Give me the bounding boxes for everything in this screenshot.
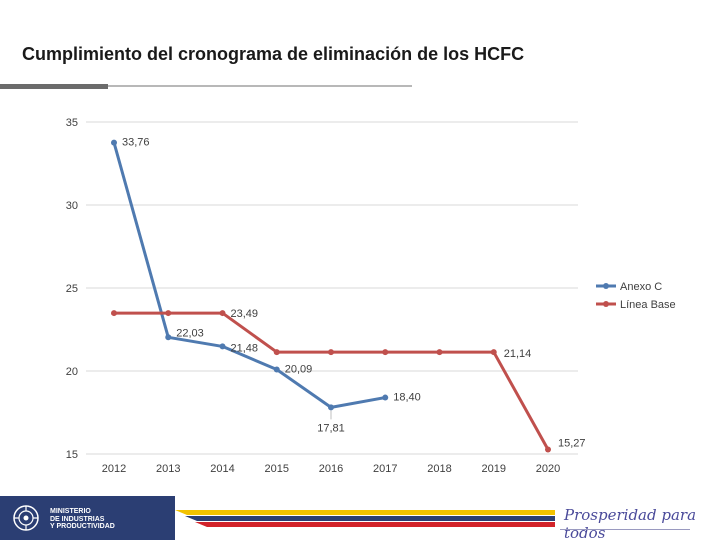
legend-label-1: Línea Base — [620, 299, 676, 311]
data-label-0-2016: 17,81 — [317, 422, 345, 434]
data-point-1-2020 — [545, 446, 551, 453]
legend: Anexo C Línea Base — [596, 281, 676, 311]
data-point-1-2018 — [436, 349, 443, 356]
series-line-0 — [112, 142, 386, 409]
series-layer — [111, 139, 551, 453]
data-label-0-2017: 18,40 — [393, 392, 421, 404]
data-point-1-2012 — [111, 310, 117, 317]
y-tick-label-35: 35 — [66, 117, 78, 129]
data-point-1-2014 — [219, 310, 226, 317]
footer-bar: MINISTERIO DE INDUSTRIAS Y PRODUCTIVIDAD… — [0, 496, 720, 542]
stripe-blue — [185, 516, 555, 521]
data-label-0-2014: 21,48 — [231, 342, 259, 354]
ministry-line-3: Y PRODUCTIVIDAD — [50, 523, 115, 530]
x-tick-label-2018: 2018 — [427, 463, 451, 475]
data-label-1-2020: 15,27 — [558, 438, 586, 450]
stripe-yellow — [175, 510, 555, 515]
data-point-0-2012 — [111, 139, 117, 146]
ministry-line-2: DE INDUSTRIAS — [50, 515, 105, 523]
y-tick-label-15: 15 — [66, 449, 78, 461]
data-label-0-2015: 20,09 — [285, 364, 313, 376]
legend-marker-0 — [603, 283, 609, 289]
data-point-0-2016 — [328, 404, 334, 411]
y-tick-label-20: 20 — [66, 366, 78, 378]
data-point-0-2017 — [382, 394, 389, 401]
data-label-0-2012: 33,76 — [122, 137, 150, 149]
grid-layer — [86, 121, 578, 455]
title-underline-light — [108, 85, 412, 87]
page-title: Cumplimiento del cronograma de eliminaci… — [22, 44, 525, 64]
y-tick-label-25: 25 — [66, 283, 78, 295]
data-label-0-2013: 22,03 — [176, 327, 204, 339]
y-tick-labels: 15 20 25 30 35 — [66, 117, 78, 461]
data-point-1-2017 — [382, 349, 389, 356]
flag-stripes — [175, 510, 555, 527]
x-tick-label-2017: 2017 — [373, 463, 397, 475]
x-tick-label-2014: 2014 — [210, 463, 234, 475]
data-labels: 33,76 22,03 21,48 20,09 17,81 18,40 23,49 21,14… — [122, 137, 586, 450]
x-tick-label-2019: 2019 — [482, 463, 506, 475]
data-label-1-2019: 21,14 — [504, 348, 532, 360]
data-point-0-2014 — [219, 343, 226, 350]
x-tick-labels: 2012 2013 2014 2015 2016 2017 2018 2019 2020 — [102, 463, 560, 475]
x-tick-label-2015: 2015 — [265, 463, 289, 475]
x-tick-label-2016: 2016 — [319, 463, 343, 475]
x-tick-label-2013: 2013 — [156, 463, 180, 475]
data-point-1-2019 — [490, 349, 497, 356]
slogan-text: Prosperidad para todos — [564, 506, 697, 542]
legend-label-0: Anexo C — [620, 281, 662, 293]
ministry-line-1: MINISTERIO — [50, 508, 91, 515]
title-underline-dark — [0, 84, 108, 89]
x-tick-label-2020: 2020 — [536, 463, 560, 475]
ecuador-seal-icon — [13, 505, 39, 531]
data-point-1-2015 — [273, 349, 280, 356]
data-point-0-2015 — [273, 366, 280, 373]
data-label-1-2014: 23,49 — [231, 308, 259, 320]
data-point-0-2013 — [165, 334, 172, 341]
legend-marker-1 — [603, 301, 609, 307]
ministry-logo-block: MINISTERIO DE INDUSTRIAS Y PRODUCTIVIDAD — [0, 496, 175, 540]
y-tick-label-30: 30 — [66, 200, 78, 212]
x-tick-label-2012: 2012 — [102, 463, 126, 475]
data-point-1-2013 — [165, 310, 172, 317]
ministry-name: MINISTERIO DE INDUSTRIAS Y PRODUCTIVIDAD — [50, 508, 115, 531]
stripe-red — [195, 522, 555, 527]
slogan-underline — [560, 529, 690, 530]
data-point-1-2016 — [328, 349, 334, 356]
